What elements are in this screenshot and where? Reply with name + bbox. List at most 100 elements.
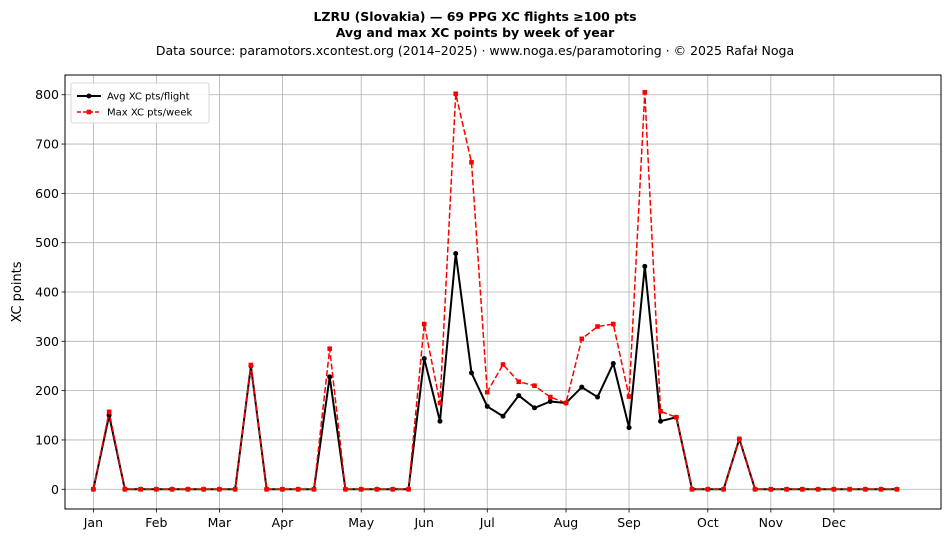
data-point (689, 486, 695, 492)
data-point (453, 251, 459, 257)
data-point (595, 324, 600, 329)
data-point (169, 486, 175, 492)
data-point (595, 394, 601, 400)
axis-ticks: 0 100 200 300 400 500 600 700 800 Jan Feb Mar Apr May… (35, 87, 846, 530)
chart-source: Data source: paramotors.xcontest.org (20… (156, 43, 794, 58)
data-point (232, 486, 238, 492)
data-point (469, 159, 474, 165)
data-point (264, 486, 269, 492)
y-axis-label: XC points (10, 261, 25, 322)
data-point (547, 398, 553, 404)
data-point (484, 389, 490, 395)
data-point (437, 400, 443, 406)
data-point (737, 436, 742, 442)
chart-title: LZRU (Slovakia) — 69 PPG XC flights ≥100… (313, 9, 636, 24)
data-point (768, 486, 774, 492)
data-point (500, 413, 506, 419)
series-layer (90, 89, 900, 492)
data-point (374, 486, 380, 492)
data-point (106, 409, 112, 415)
data-point (295, 486, 301, 492)
legend-marker (86, 93, 92, 99)
series-line (92, 252, 897, 491)
data-point (863, 486, 868, 492)
data-point (626, 394, 632, 399)
data-point (752, 486, 758, 492)
data-point (516, 393, 522, 399)
x-tick-label: Sep (617, 515, 641, 530)
data-point (721, 486, 726, 492)
data-point (784, 486, 789, 492)
data-point (421, 356, 427, 362)
chart-subtitle: Avg and max XC points by week of year (336, 25, 615, 40)
data-point (831, 486, 837, 492)
x-tick-label: Dec (822, 515, 846, 530)
data-point (327, 374, 333, 380)
data-point (610, 361, 616, 367)
data-point (579, 336, 585, 342)
data-point (468, 370, 474, 376)
data-point (358, 486, 364, 492)
data-point (878, 486, 884, 492)
data-point (280, 486, 285, 492)
data-point (547, 394, 553, 400)
data-point (122, 486, 128, 492)
y-tick-label: 300 (35, 334, 59, 349)
data-point (327, 346, 332, 352)
legend-box (70, 82, 210, 124)
data-point (642, 89, 648, 95)
x-tick-label: Jan (83, 515, 103, 530)
x-tick-label: Aug (554, 515, 578, 530)
x-tick-label: Apr (272, 515, 294, 530)
series-max (91, 89, 900, 492)
data-point (815, 486, 821, 492)
legend-item: Avg XC pts/flight (77, 92, 190, 103)
data-point (421, 321, 427, 327)
data-point (642, 263, 648, 269)
y-tick-label: 0 (51, 482, 59, 497)
legend-label: Avg XC pts/flight (107, 92, 190, 103)
data-point (800, 486, 805, 492)
x-tick-label: Nov (759, 515, 784, 530)
series-line (92, 91, 897, 491)
data-point (201, 486, 206, 492)
data-point (579, 384, 585, 390)
y-tick-label: 700 (35, 137, 59, 152)
y-tick-label: 100 (35, 432, 59, 447)
legend-item: Max XC pts/week (77, 108, 192, 119)
x-tick-label: May (348, 515, 374, 530)
data-point (248, 362, 254, 368)
data-point (626, 425, 632, 431)
data-point (185, 486, 191, 492)
x-tick-label: Jul (479, 515, 495, 530)
data-point (658, 409, 663, 414)
data-point (674, 414, 679, 420)
data-point (406, 486, 411, 492)
data-point (847, 486, 852, 492)
data-point (705, 486, 711, 492)
x-tick-label: Mar (208, 515, 232, 530)
data-point (154, 486, 159, 492)
data-point (91, 486, 96, 492)
data-point (532, 383, 537, 389)
data-point (437, 418, 443, 424)
legend-label: Max XC pts/week (107, 108, 192, 119)
y-tick-label: 600 (35, 186, 59, 201)
data-point (516, 379, 522, 385)
data-point (390, 486, 396, 492)
x-tick-label: Oct (697, 515, 719, 530)
data-point (894, 486, 900, 492)
data-point (343, 486, 348, 492)
x-tick-label: Jun (413, 515, 434, 530)
data-point (658, 418, 664, 424)
data-point (484, 403, 490, 409)
y-tick-label: 400 (35, 285, 59, 300)
data-point (563, 400, 569, 406)
data-point (500, 362, 506, 367)
data-point (217, 486, 222, 492)
grid (65, 75, 941, 509)
y-tick-label: 800 (35, 87, 59, 102)
data-point (532, 405, 538, 411)
data-point (610, 321, 616, 327)
